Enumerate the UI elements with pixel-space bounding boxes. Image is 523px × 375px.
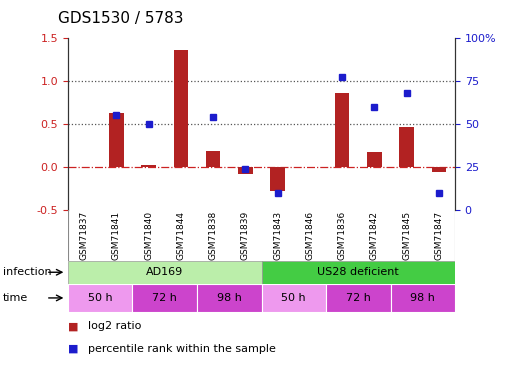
Text: infection: infection: [3, 267, 51, 277]
Bar: [391, 284, 455, 312]
Bar: [431, 167, 446, 172]
Bar: [68, 261, 262, 284]
Text: 50 h: 50 h: [281, 293, 306, 303]
Text: percentile rank within the sample: percentile rank within the sample: [88, 344, 276, 354]
Bar: [335, 93, 349, 167]
Bar: [132, 284, 197, 312]
Text: GSM71845: GSM71845: [402, 211, 411, 260]
Text: GSM71840: GSM71840: [144, 211, 153, 260]
Text: GSM71839: GSM71839: [241, 211, 250, 260]
Text: GSM71844: GSM71844: [176, 211, 185, 260]
Bar: [141, 165, 156, 167]
Text: GSM71837: GSM71837: [79, 211, 88, 260]
Text: AD169: AD169: [146, 267, 184, 277]
Bar: [197, 284, 262, 312]
Text: 72 h: 72 h: [152, 293, 177, 303]
Text: time: time: [3, 293, 28, 303]
Bar: [109, 112, 123, 167]
Bar: [270, 167, 285, 191]
Text: ■: ■: [68, 321, 78, 332]
Bar: [206, 152, 220, 167]
Text: 50 h: 50 h: [88, 293, 112, 303]
Text: log2 ratio: log2 ratio: [88, 321, 141, 332]
Bar: [400, 127, 414, 167]
Bar: [68, 284, 132, 312]
Text: GSM71841: GSM71841: [112, 211, 121, 260]
Text: GSM71846: GSM71846: [305, 211, 314, 260]
Text: 98 h: 98 h: [217, 293, 242, 303]
Text: GSM71838: GSM71838: [209, 211, 218, 260]
Bar: [238, 167, 253, 174]
Bar: [367, 152, 382, 167]
Text: GSM71836: GSM71836: [338, 211, 347, 260]
Text: GDS1530 / 5783: GDS1530 / 5783: [58, 11, 183, 26]
Text: US28 deficient: US28 deficient: [317, 267, 399, 277]
Text: GSM71843: GSM71843: [273, 211, 282, 260]
Text: 98 h: 98 h: [411, 293, 435, 303]
Bar: [262, 284, 326, 312]
Text: GSM71847: GSM71847: [435, 211, 444, 260]
Text: 72 h: 72 h: [346, 293, 371, 303]
Text: ■: ■: [68, 344, 78, 354]
Text: GSM71842: GSM71842: [370, 211, 379, 260]
Bar: [262, 261, 455, 284]
Bar: [174, 51, 188, 167]
Bar: [326, 284, 391, 312]
